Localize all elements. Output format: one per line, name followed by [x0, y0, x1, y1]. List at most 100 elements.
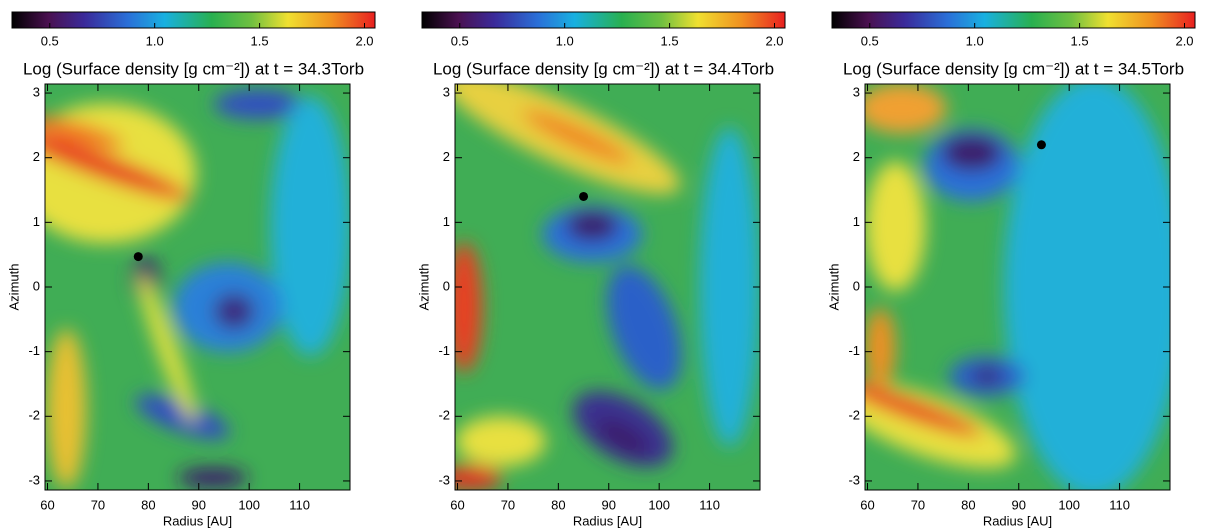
x-tick-label: 100	[238, 497, 260, 512]
x-tick-label: 90	[192, 497, 206, 512]
y-tick-label: -2	[438, 408, 450, 423]
x-axis-label: Radius [AU]	[573, 513, 642, 528]
y-tick-label: 1	[33, 214, 40, 229]
y-tick-label: 1	[853, 214, 860, 229]
x-tick-label: 90	[602, 497, 616, 512]
density-blob	[941, 135, 1002, 172]
planet	[133, 252, 143, 262]
colorbar-tick-label: 0.5	[451, 33, 469, 48]
y-tick-label: -3	[848, 472, 860, 487]
x-tick-label: 60	[450, 497, 464, 512]
density-field	[865, 84, 1170, 490]
colorbar-tick-label: 1.5	[661, 33, 679, 48]
planet	[1036, 140, 1046, 150]
y-tick-label: 3	[443, 84, 450, 99]
density-blob	[214, 293, 255, 330]
x-tick-label: 80	[141, 497, 155, 512]
field-blobs	[45, 89, 350, 489]
y-tick-label: -1	[848, 343, 860, 358]
colorbar-tick-label: 1.5	[251, 33, 269, 48]
colorbar-tick-label: 1.5	[1071, 33, 1089, 48]
y-tick-label: 2	[443, 149, 450, 164]
density-blob	[522, 109, 632, 164]
density-field	[45, 84, 350, 490]
panel: 0.5 1.0 1.5 2.0 Log (Surface density [g cm⁻²…	[826, 11, 1196, 528]
density-blob	[865, 307, 896, 388]
density-blob	[455, 242, 483, 373]
y-axis-label: Azimuth	[826, 264, 841, 311]
density-blob	[606, 265, 682, 390]
x-axis-label: Radius [AU]	[983, 513, 1052, 528]
x-tick-label: 90	[1012, 497, 1026, 512]
colorbar-tick-label: 1.0	[556, 33, 574, 48]
density-blob	[45, 130, 190, 200]
density-blob	[972, 368, 1002, 385]
y-tick-label: -3	[28, 472, 40, 487]
density-blob	[865, 381, 982, 437]
x-axis-label: Radius [AU]	[163, 513, 232, 528]
colorbar-tick-label: 1.0	[146, 33, 164, 48]
colorbar-tick-label: 0.5	[861, 33, 879, 48]
x-tick-label: 70	[911, 497, 925, 512]
density-field	[455, 84, 760, 490]
colorbar-tick-label: 0.5	[41, 33, 59, 48]
density-blob	[45, 116, 124, 149]
y-tick-label: 0	[443, 278, 450, 293]
x-tick-label: 70	[91, 497, 105, 512]
panel-title: Log (Surface density [g cm⁻²]) at t = 34…	[23, 59, 364, 78]
y-tick-label: -2	[848, 408, 860, 423]
colorbar	[421, 11, 786, 29]
density-blob	[1003, 84, 1170, 490]
density-blob	[270, 96, 350, 357]
y-tick-label: 0	[853, 278, 860, 293]
x-tick-label: 60	[40, 497, 54, 512]
density-blob	[596, 418, 650, 456]
density-blob	[138, 272, 196, 424]
y-tick-label: 3	[33, 84, 40, 99]
density-blob	[455, 465, 503, 490]
x-tick-label: 100	[1058, 497, 1080, 512]
x-tick-label: 100	[648, 497, 670, 512]
colorbar-tick-label: 2.0	[765, 33, 783, 48]
field-blobs	[865, 84, 1170, 490]
y-tick-label: 2	[853, 149, 860, 164]
density-blob	[134, 394, 230, 440]
y-tick-label: -2	[28, 408, 40, 423]
colorbar-tick-label: 2.0	[1175, 33, 1193, 48]
x-tick-label: 110	[1109, 497, 1130, 512]
colorbar	[831, 11, 1196, 29]
density-blob	[46, 328, 87, 489]
y-tick-label: 2	[33, 149, 40, 164]
field-blobs	[455, 84, 760, 490]
density-blob	[865, 84, 947, 134]
y-tick-label: 3	[853, 84, 860, 99]
x-tick-label: 80	[961, 497, 975, 512]
y-axis-label: Azimuth	[6, 264, 21, 311]
y-tick-label: -1	[28, 343, 40, 358]
y-tick-label: 1	[443, 214, 450, 229]
y-tick-label: 0	[33, 278, 40, 293]
y-axis-label: Azimuth	[416, 264, 431, 311]
density-blob	[566, 211, 619, 242]
x-tick-label: 60	[860, 497, 874, 512]
density-blob	[177, 467, 248, 488]
density-blob	[455, 416, 546, 467]
x-tick-label: 80	[551, 497, 565, 512]
density-blob	[213, 89, 304, 120]
y-tick-label: -3	[438, 472, 450, 487]
x-tick-label: 110	[289, 497, 310, 512]
x-tick-label: 110	[699, 497, 720, 512]
planet	[579, 191, 589, 201]
panel-title: Log (Surface density [g cm⁻²]) at t = 34…	[433, 59, 774, 78]
density-blob	[865, 161, 926, 292]
y-tick-label: -1	[438, 343, 450, 358]
panel: 0.5 1.0 1.5 2.0 Log (Surface density [g cm⁻²…	[416, 11, 786, 528]
colorbar-tick-label: 1.0	[966, 33, 984, 48]
panel-title: Log (Surface density [g cm⁻²]) at t = 34…	[843, 59, 1184, 78]
density-blob	[699, 127, 760, 447]
panel: 0.5 1.0 1.5 2.0 Log (Surface density [g cm⁻²…	[6, 11, 376, 528]
colorbar	[11, 11, 376, 29]
colorbar-tick-label: 2.0	[355, 33, 373, 48]
x-tick-label: 70	[501, 497, 515, 512]
